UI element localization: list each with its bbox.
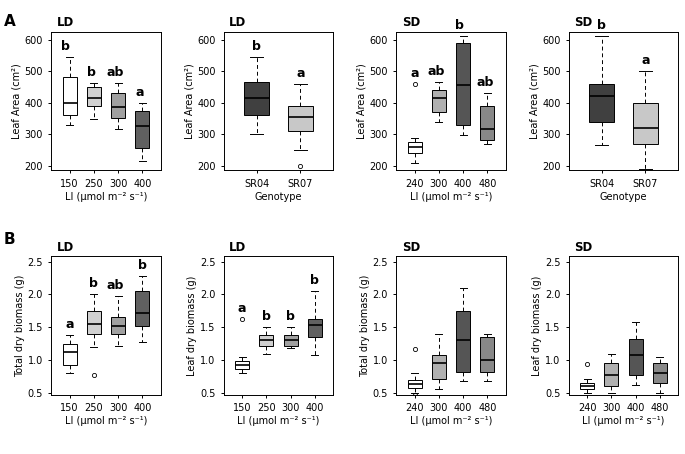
PathPatch shape <box>62 78 77 115</box>
Text: b: b <box>286 310 295 323</box>
PathPatch shape <box>653 364 667 383</box>
Y-axis label: Leaf Area (cm²): Leaf Area (cm²) <box>12 63 22 139</box>
PathPatch shape <box>284 335 298 345</box>
PathPatch shape <box>136 291 149 326</box>
Y-axis label: Total dry biomass (g): Total dry biomass (g) <box>15 275 25 377</box>
Text: b: b <box>310 274 319 287</box>
Text: ab: ab <box>107 279 125 291</box>
Text: SD: SD <box>402 16 420 29</box>
PathPatch shape <box>244 82 269 115</box>
Y-axis label: Total dry biomass (g): Total dry biomass (g) <box>360 275 370 377</box>
PathPatch shape <box>308 320 322 337</box>
Y-axis label: Leaf Area (cm²): Leaf Area (cm²) <box>184 63 195 139</box>
PathPatch shape <box>288 106 313 131</box>
Text: B: B <box>3 232 15 247</box>
X-axis label: LI (μmol m⁻² s⁻¹): LI (μmol m⁻² s⁻¹) <box>65 192 147 202</box>
PathPatch shape <box>629 339 643 375</box>
Text: LD: LD <box>57 241 74 254</box>
Text: LD: LD <box>229 16 247 29</box>
X-axis label: LI (μmol m⁻² s⁻¹): LI (μmol m⁻² s⁻¹) <box>410 416 493 426</box>
Text: SD: SD <box>575 241 593 254</box>
Text: a: a <box>136 85 145 99</box>
PathPatch shape <box>111 93 125 118</box>
PathPatch shape <box>136 110 149 148</box>
PathPatch shape <box>62 344 77 365</box>
Y-axis label: Leaf Area (cm²): Leaf Area (cm²) <box>357 63 367 139</box>
Text: b: b <box>62 40 71 53</box>
Text: SD: SD <box>402 241 420 254</box>
Text: LD: LD <box>57 16 74 29</box>
PathPatch shape <box>580 383 594 389</box>
X-axis label: LI (μmol m⁻² s⁻¹): LI (μmol m⁻² s⁻¹) <box>582 416 664 426</box>
Text: a: a <box>238 302 247 315</box>
PathPatch shape <box>480 106 495 140</box>
Text: LD: LD <box>229 241 247 254</box>
Y-axis label: Leaf Area (cm²): Leaf Area (cm²) <box>530 63 539 139</box>
Y-axis label: Leaf dry biomass (g): Leaf dry biomass (g) <box>532 276 543 376</box>
PathPatch shape <box>456 43 470 125</box>
PathPatch shape <box>604 364 619 386</box>
Text: ab: ab <box>107 66 125 79</box>
X-axis label: Genotype: Genotype <box>255 192 302 202</box>
Text: a: a <box>65 318 74 331</box>
PathPatch shape <box>408 380 422 388</box>
PathPatch shape <box>432 90 446 112</box>
Text: A: A <box>3 14 15 29</box>
X-axis label: Genotype: Genotype <box>600 192 647 202</box>
Text: b: b <box>87 66 96 79</box>
PathPatch shape <box>456 311 470 372</box>
PathPatch shape <box>408 142 422 153</box>
Text: a: a <box>410 67 419 79</box>
PathPatch shape <box>87 311 101 334</box>
Text: b: b <box>252 40 261 53</box>
Text: b: b <box>90 277 98 290</box>
PathPatch shape <box>480 337 495 372</box>
PathPatch shape <box>589 84 614 122</box>
Text: b: b <box>597 19 606 32</box>
PathPatch shape <box>111 317 125 334</box>
Text: b: b <box>138 259 147 272</box>
PathPatch shape <box>235 361 249 369</box>
Y-axis label: Leaf dry biomass (g): Leaf dry biomass (g) <box>187 276 197 376</box>
Text: ab: ab <box>427 65 445 78</box>
Text: ab: ab <box>476 76 494 89</box>
Text: a: a <box>296 67 305 79</box>
X-axis label: LI (μmol m⁻² s⁻¹): LI (μmol m⁻² s⁻¹) <box>410 192 493 202</box>
Text: a: a <box>641 54 649 67</box>
PathPatch shape <box>260 335 273 345</box>
X-axis label: LI (μmol m⁻² s⁻¹): LI (μmol m⁻² s⁻¹) <box>65 416 147 426</box>
X-axis label: LI (μmol m⁻² s⁻¹): LI (μmol m⁻² s⁻¹) <box>237 416 320 426</box>
Text: b: b <box>455 19 464 32</box>
Text: SD: SD <box>575 16 593 29</box>
PathPatch shape <box>432 355 446 379</box>
PathPatch shape <box>633 103 658 143</box>
Text: b: b <box>262 310 271 323</box>
PathPatch shape <box>87 87 101 106</box>
